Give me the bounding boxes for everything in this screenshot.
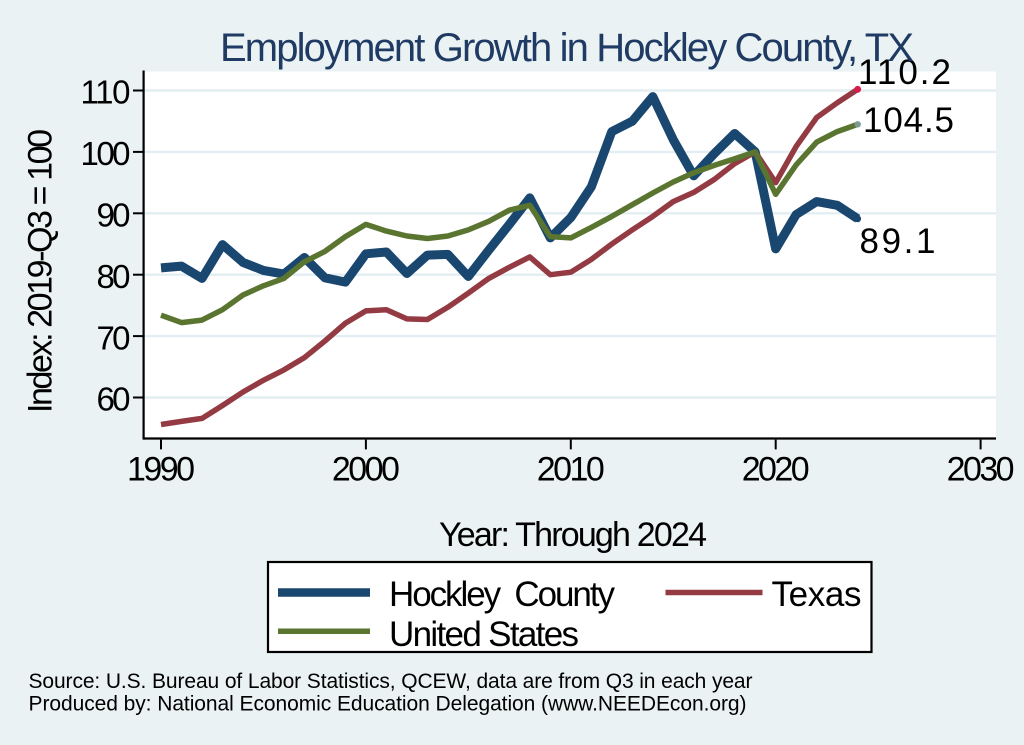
svg-text:United States: United States bbox=[389, 615, 579, 654]
svg-text:90: 90 bbox=[97, 197, 131, 234]
svg-text:110: 110 bbox=[81, 74, 131, 111]
svg-text:104.5: 104.5 bbox=[863, 101, 954, 140]
svg-text:Employment Growth in Hockley C: Employment Growth in Hockley County, TX bbox=[220, 26, 914, 70]
svg-text:Index: 2019-Q3 = 100: Index: 2019-Q3 = 100 bbox=[22, 129, 60, 413]
svg-text:100: 100 bbox=[81, 135, 131, 172]
svg-text:Texas: Texas bbox=[772, 575, 862, 614]
svg-text:1990: 1990 bbox=[127, 451, 195, 489]
svg-text:2030: 2030 bbox=[947, 451, 1015, 489]
svg-text:80: 80 bbox=[97, 258, 131, 295]
svg-text:Hockley County: Hockley County bbox=[389, 575, 616, 614]
svg-text:70: 70 bbox=[97, 319, 131, 356]
svg-text:2010: 2010 bbox=[537, 451, 605, 489]
svg-text:110.2: 110.2 bbox=[858, 53, 951, 92]
svg-text:Produced by: National Economic: Produced by: National Economic Education… bbox=[29, 693, 747, 716]
svg-text:2000: 2000 bbox=[332, 451, 400, 489]
svg-text:Year: Through 2024: Year: Through 2024 bbox=[439, 516, 707, 554]
svg-text:89.1: 89.1 bbox=[860, 222, 936, 261]
svg-text:Source: U.S. Bureau of Labor S: Source: U.S. Bureau of Labor Statistics,… bbox=[29, 670, 753, 693]
svg-text:2020: 2020 bbox=[742, 451, 810, 489]
svg-text:60: 60 bbox=[97, 381, 131, 418]
